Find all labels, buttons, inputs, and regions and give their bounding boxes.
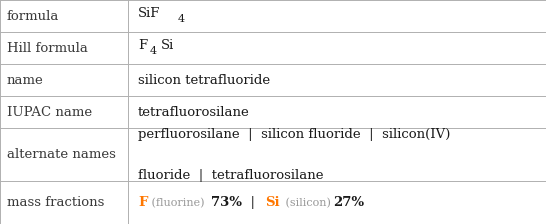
Text: (silicon): (silicon) bbox=[282, 198, 334, 208]
Text: fluoride  |  tetrafluorosilane: fluoride | tetrafluorosilane bbox=[138, 168, 324, 181]
Text: Si: Si bbox=[161, 39, 174, 52]
Text: perfluorosilane  |  silicon fluoride  |  silicon(IV): perfluorosilane | silicon fluoride | sil… bbox=[138, 128, 450, 141]
Text: Si: Si bbox=[265, 196, 280, 209]
Text: F: F bbox=[138, 39, 147, 52]
Text: 73%: 73% bbox=[211, 196, 242, 209]
Text: 4: 4 bbox=[177, 14, 185, 24]
Text: (fluorine): (fluorine) bbox=[148, 198, 208, 208]
Text: |: | bbox=[242, 196, 264, 209]
Text: name: name bbox=[7, 73, 43, 87]
Text: Hill formula: Hill formula bbox=[7, 41, 87, 55]
Text: F: F bbox=[138, 196, 147, 209]
Text: formula: formula bbox=[7, 9, 59, 23]
Text: mass fractions: mass fractions bbox=[7, 196, 104, 209]
Text: tetrafluorosilane: tetrafluorosilane bbox=[138, 106, 250, 119]
Text: silicon tetrafluoride: silicon tetrafluoride bbox=[138, 73, 270, 87]
Text: 27%: 27% bbox=[334, 196, 365, 209]
Text: alternate names: alternate names bbox=[7, 148, 115, 161]
Text: SiF: SiF bbox=[138, 7, 161, 20]
Text: 4: 4 bbox=[150, 46, 157, 56]
Text: IUPAC name: IUPAC name bbox=[7, 106, 92, 119]
